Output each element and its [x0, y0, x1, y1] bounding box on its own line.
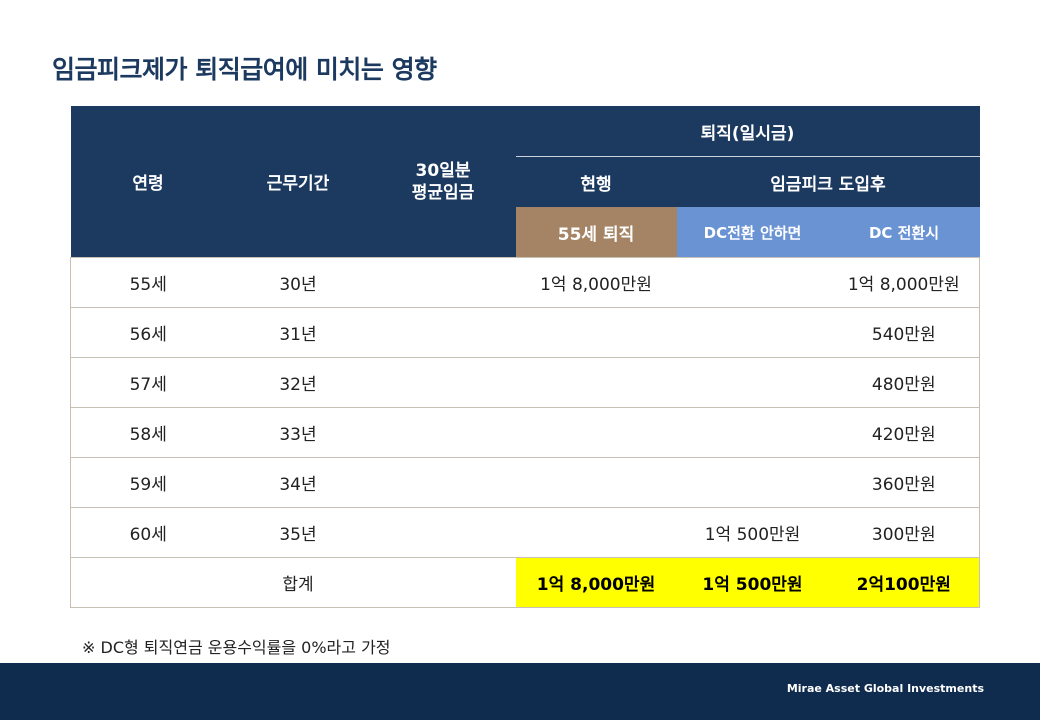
cell-no-dc	[676, 357, 829, 408]
table-row: 57세 32년 480만원	[70, 357, 980, 408]
cell-tenure: 33년	[225, 407, 371, 458]
cell-tenure: 34년	[225, 457, 371, 508]
brand-logo-text: Mirae Asset Global Investments	[786, 682, 984, 695]
cell-avg	[370, 307, 516, 358]
cell-dc: 540만원	[828, 307, 980, 358]
cell-avg	[370, 507, 516, 558]
cell-avg	[370, 257, 516, 308]
footer-bar: Mirae Asset Global Investments	[0, 663, 1040, 720]
cell-dc: 420만원	[828, 407, 980, 458]
header-age: 연령	[70, 106, 226, 258]
table-row: 60세 35년 1억 500만원 300만원	[70, 507, 980, 558]
cell-age: 60세	[70, 507, 226, 558]
cell-dc: 480만원	[828, 357, 980, 408]
cell-no-dc	[676, 407, 829, 458]
total-label: 합계	[225, 557, 371, 608]
header-tenure: 근무기간	[225, 106, 371, 258]
cell-age: 55세	[70, 257, 226, 308]
cell-current	[515, 457, 677, 508]
total-no-dc: 1억 500만원	[676, 557, 829, 608]
cell-current	[515, 307, 677, 358]
cell-current	[515, 507, 677, 558]
page-title: 임금피크제가 퇴직급여에 미치는 영향	[52, 55, 437, 84]
cell-no-dc: 1억 500만원	[676, 507, 829, 558]
cell-no-dc	[676, 307, 829, 358]
table-row: 58세 33년 420만원	[70, 407, 980, 458]
table-row: 59세 34년 360만원	[70, 457, 980, 508]
cell-dc: 300만원	[828, 507, 980, 558]
header-avg-wage: 30일분 평균임금	[370, 106, 516, 258]
cell-tenure: 35년	[225, 507, 371, 558]
footnote: ※ DC형 퇴직연금 운용수익률을 0%라고 가정	[82, 638, 391, 657]
cell-avg	[370, 407, 516, 458]
cell-age: 57세	[70, 357, 226, 408]
table-row: 56세 31년 540만원	[70, 307, 980, 358]
total-row: 합계 1억 8,000만원 1억 500만원 2억100만원	[70, 557, 980, 608]
table-row: 55세 30년 1억 8,000만원 1억 8,000만원	[70, 257, 980, 308]
cell-tenure: 31년	[225, 307, 371, 358]
retirement-table: 연령 근무기간 30일분 평균임금 퇴직(일시금) 현행 임금피크 도입후 55…	[70, 106, 980, 608]
header-retire-55: 55세 퇴직	[515, 207, 677, 258]
header-dc: DC 전환시	[828, 207, 980, 258]
cell-dc: 360만원	[828, 457, 980, 508]
cell-current: 1억 8,000만원	[515, 257, 677, 308]
header-current: 현행	[515, 156, 677, 207]
cell-no-dc	[676, 457, 829, 508]
cell-tenure: 32년	[225, 357, 371, 408]
cell-current	[515, 357, 677, 408]
cell-tenure: 30년	[225, 257, 371, 308]
total-dc: 2억100만원	[828, 557, 980, 608]
cell-avg	[370, 357, 516, 408]
header-after-peak: 임금피크 도입후	[676, 156, 980, 207]
cell-age: 56세	[70, 307, 226, 358]
total-current: 1억 8,000만원	[515, 557, 677, 608]
cell-age: 59세	[70, 457, 226, 508]
cell-no-dc	[676, 257, 829, 308]
cell-avg	[370, 457, 516, 508]
header-retirement: 퇴직(일시금)	[515, 106, 980, 157]
cell-age: 58세	[70, 407, 226, 458]
cell-current	[515, 407, 677, 458]
cell-dc: 1억 8,000만원	[828, 257, 980, 308]
header-no-dc: DC전환 안하면	[676, 207, 829, 258]
